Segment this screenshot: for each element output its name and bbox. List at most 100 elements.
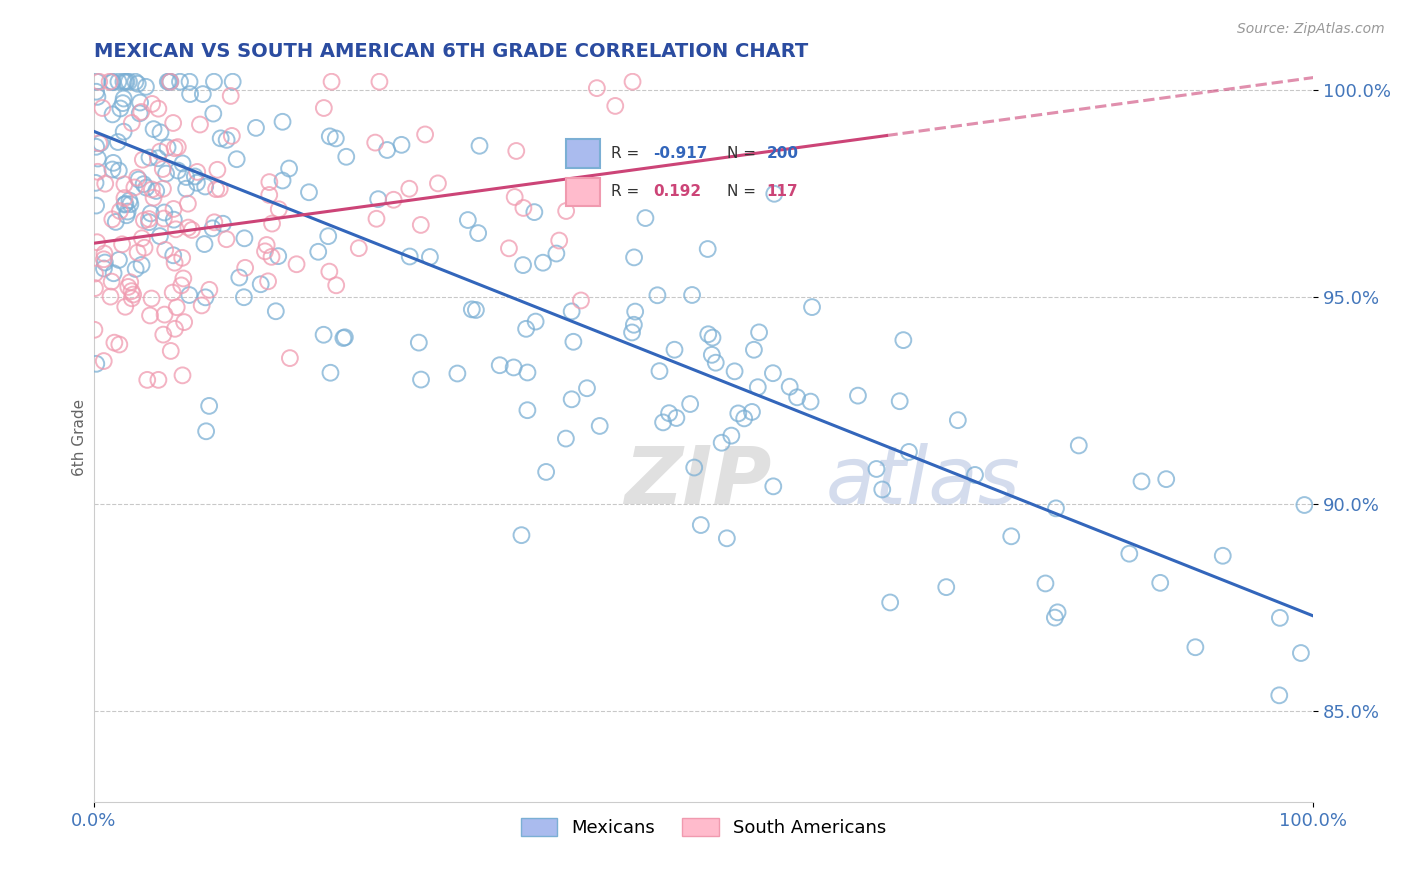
- Point: [136, 373, 159, 387]
- Point: [561, 392, 583, 407]
- Point: [271, 173, 294, 187]
- Point: [114, 75, 136, 89]
- Point: [159, 343, 181, 358]
- Point: [1045, 501, 1067, 516]
- Point: [245, 120, 267, 135]
- Point: [166, 300, 188, 314]
- Point: [742, 343, 765, 357]
- Point: [131, 258, 153, 272]
- Point: [710, 435, 733, 450]
- Point: [190, 298, 212, 312]
- Point: [413, 128, 436, 142]
- Point: [647, 288, 669, 302]
- Point: [139, 309, 162, 323]
- Point: [569, 293, 592, 308]
- Point: [554, 432, 576, 446]
- Point: [94, 177, 117, 191]
- Point: [257, 274, 280, 288]
- Point: [332, 331, 354, 345]
- Point: [101, 162, 124, 177]
- Point: [1118, 547, 1140, 561]
- Point: [163, 141, 186, 155]
- Point: [93, 252, 115, 267]
- Point: [605, 99, 627, 113]
- Text: MEXICAN VS SOUTH AMERICAN 6TH GRADE CORRELATION CHART: MEXICAN VS SOUTH AMERICAN 6TH GRADE CORR…: [94, 42, 808, 61]
- Point: [157, 75, 180, 89]
- Point: [1067, 438, 1090, 452]
- Point: [103, 156, 125, 170]
- Point: [94, 255, 117, 269]
- Point: [205, 182, 228, 196]
- Point: [121, 284, 143, 298]
- Point: [278, 351, 301, 365]
- Text: -0.917: -0.917: [654, 146, 707, 161]
- Text: 117: 117: [766, 185, 799, 200]
- Point: [318, 265, 340, 279]
- Point: [889, 394, 911, 409]
- Point: [93, 246, 115, 260]
- Point: [259, 175, 281, 189]
- Point: [162, 285, 184, 300]
- Point: [149, 229, 172, 244]
- Point: [1212, 549, 1234, 563]
- Point: [159, 75, 181, 89]
- Point: [111, 237, 134, 252]
- Point: [86, 75, 108, 89]
- Point: [897, 445, 920, 459]
- Point: [461, 302, 484, 317]
- Point: [298, 186, 321, 200]
- Point: [800, 394, 823, 409]
- Point: [225, 152, 247, 166]
- Point: [267, 249, 290, 263]
- Point: [555, 204, 578, 219]
- Point: [488, 358, 510, 372]
- Point: [391, 137, 413, 152]
- Point: [202, 215, 225, 229]
- Point: [233, 231, 256, 245]
- Point: [257, 188, 280, 202]
- Point: [101, 107, 124, 121]
- Point: [505, 144, 527, 158]
- Point: [101, 75, 124, 89]
- Point: [1289, 646, 1312, 660]
- Point: [267, 202, 290, 217]
- Point: [546, 246, 568, 260]
- Point: [177, 196, 200, 211]
- Point: [704, 356, 727, 370]
- Point: [696, 242, 718, 256]
- Point: [689, 518, 711, 533]
- Point: [172, 156, 194, 170]
- Point: [312, 327, 335, 342]
- Point: [779, 380, 801, 394]
- Point: [786, 390, 808, 404]
- Point: [179, 75, 201, 89]
- Point: [124, 262, 146, 277]
- Point: [264, 304, 287, 318]
- Text: N =: N =: [727, 146, 761, 161]
- Point: [312, 101, 335, 115]
- Point: [398, 250, 420, 264]
- Point: [145, 184, 167, 198]
- Point: [108, 252, 131, 267]
- Point: [382, 193, 405, 207]
- Text: atlas: atlas: [825, 442, 1021, 521]
- Point: [524, 315, 547, 329]
- Point: [155, 167, 177, 181]
- Point: [107, 135, 129, 149]
- Point: [219, 89, 242, 103]
- Point: [398, 182, 420, 196]
- Point: [100, 275, 122, 289]
- Point: [233, 260, 256, 275]
- Point: [149, 125, 172, 139]
- Point: [84, 140, 107, 154]
- Point: [104, 215, 127, 229]
- Point: [153, 205, 176, 219]
- Text: Source: ZipAtlas.com: Source: ZipAtlas.com: [1237, 22, 1385, 37]
- Point: [138, 151, 160, 165]
- Point: [184, 169, 207, 184]
- Point: [120, 197, 142, 211]
- Point: [419, 250, 441, 264]
- Point: [515, 322, 537, 336]
- Point: [325, 131, 347, 145]
- Point: [409, 218, 432, 232]
